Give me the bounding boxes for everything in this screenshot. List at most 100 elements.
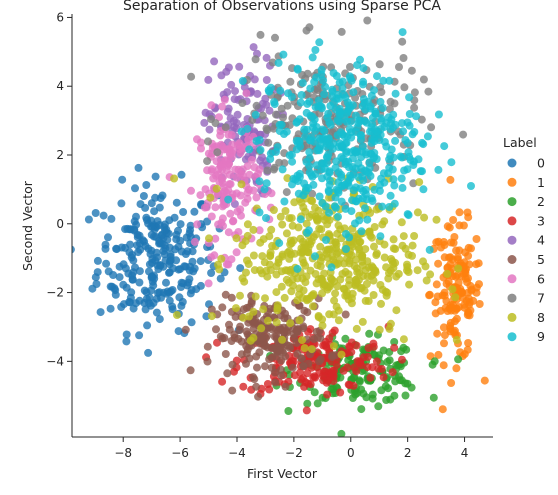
scatter-point [265,323,273,332]
scatter-point [275,120,284,129]
scatter-point [462,297,471,305]
scatter-point [440,253,449,262]
scatter-point [242,268,250,277]
scatter-point [427,123,436,132]
scatter-point [249,186,258,195]
scatter-point [258,153,266,162]
scatter-point [277,371,286,380]
scatter-point [197,138,205,147]
scatter-point [162,278,170,287]
scatter-point [257,324,266,333]
x-tick-label: −4 [228,446,246,460]
scatter-point [150,207,159,216]
scatter-point [124,269,133,278]
scatter-point [364,297,373,305]
scatter-point [228,386,237,395]
scatter-point [382,396,391,404]
scatter-point [397,174,406,183]
scatter-point [277,104,286,113]
scatter-point [334,188,343,197]
scatter-point [185,275,194,284]
legend-marker [507,293,517,303]
scatter-point [320,90,329,99]
scatter-point [361,204,369,213]
scatter-point [272,110,280,119]
scatter-point [218,202,227,211]
scatter-point [318,321,327,330]
scatter-point [301,278,310,287]
scatter-point [227,337,236,345]
scatter-point [174,226,182,235]
scatter-point [303,228,311,237]
scatter-point [325,208,333,217]
scatter-point [324,230,333,239]
scatter-point [292,145,301,154]
scatter-point [255,165,264,174]
legend-label: 8 [537,310,545,325]
scatter-point [366,209,375,217]
scatter-point [323,376,332,385]
scatter-point [369,339,378,348]
scatter-point [328,353,337,361]
scatter-point [424,87,433,96]
scatter-point [316,257,325,265]
scatter-point [376,181,384,189]
scatter-point [250,266,259,275]
scatter-point [220,334,229,342]
scatter-point [173,311,181,319]
scatter-point [130,226,139,235]
scatter-point [408,130,417,139]
scatter-point [277,365,285,374]
scatter-point [365,263,373,272]
scatter-point [147,222,156,231]
scatter-point [126,240,135,249]
y-tick-label: 6 [56,10,64,24]
scatter-point [457,272,466,281]
scatter-point [276,212,285,221]
scatter-point [370,137,379,146]
scatter-point [376,232,385,241]
scatter-point [293,264,302,273]
scatter-point [370,185,379,194]
scatter-point [344,176,353,185]
scatter-point [203,342,212,351]
scatter-point [222,67,231,76]
scatter-point [218,303,227,312]
scatter-point [323,245,332,254]
scatter-point [217,175,226,184]
scatter-point [407,383,416,392]
scatter-point [345,259,354,268]
scatter-point [260,341,269,350]
scatter-point [306,111,315,120]
scatter-point [434,350,443,359]
scatter-point [377,386,386,395]
scatter-point [163,235,172,244]
scatter-point [288,157,297,166]
scatter-point [143,321,152,330]
scatter-point [330,202,339,211]
legend-label: 1 [537,175,545,190]
scatter-point [236,205,245,214]
scatter-point [301,261,310,270]
scatter-point [425,245,434,254]
scatter-point [447,303,456,312]
scatter-point [224,228,233,237]
scatter-point [259,305,268,314]
scatter-point [294,223,303,232]
scatter-point [392,306,401,315]
scatter-point [315,224,324,233]
scatter-point [362,118,371,127]
scatter-point [170,174,179,183]
scatter-point [296,215,305,224]
scatter-point [221,123,230,132]
scatter-point [329,385,337,394]
scatter-point [308,53,317,62]
scatter-point [337,170,346,179]
scatter-point [455,221,464,230]
scatter-point [450,326,459,335]
scatter-point [372,127,381,136]
scatter-point [459,130,468,139]
scatter-point [286,319,295,328]
scatter-point [303,125,311,134]
